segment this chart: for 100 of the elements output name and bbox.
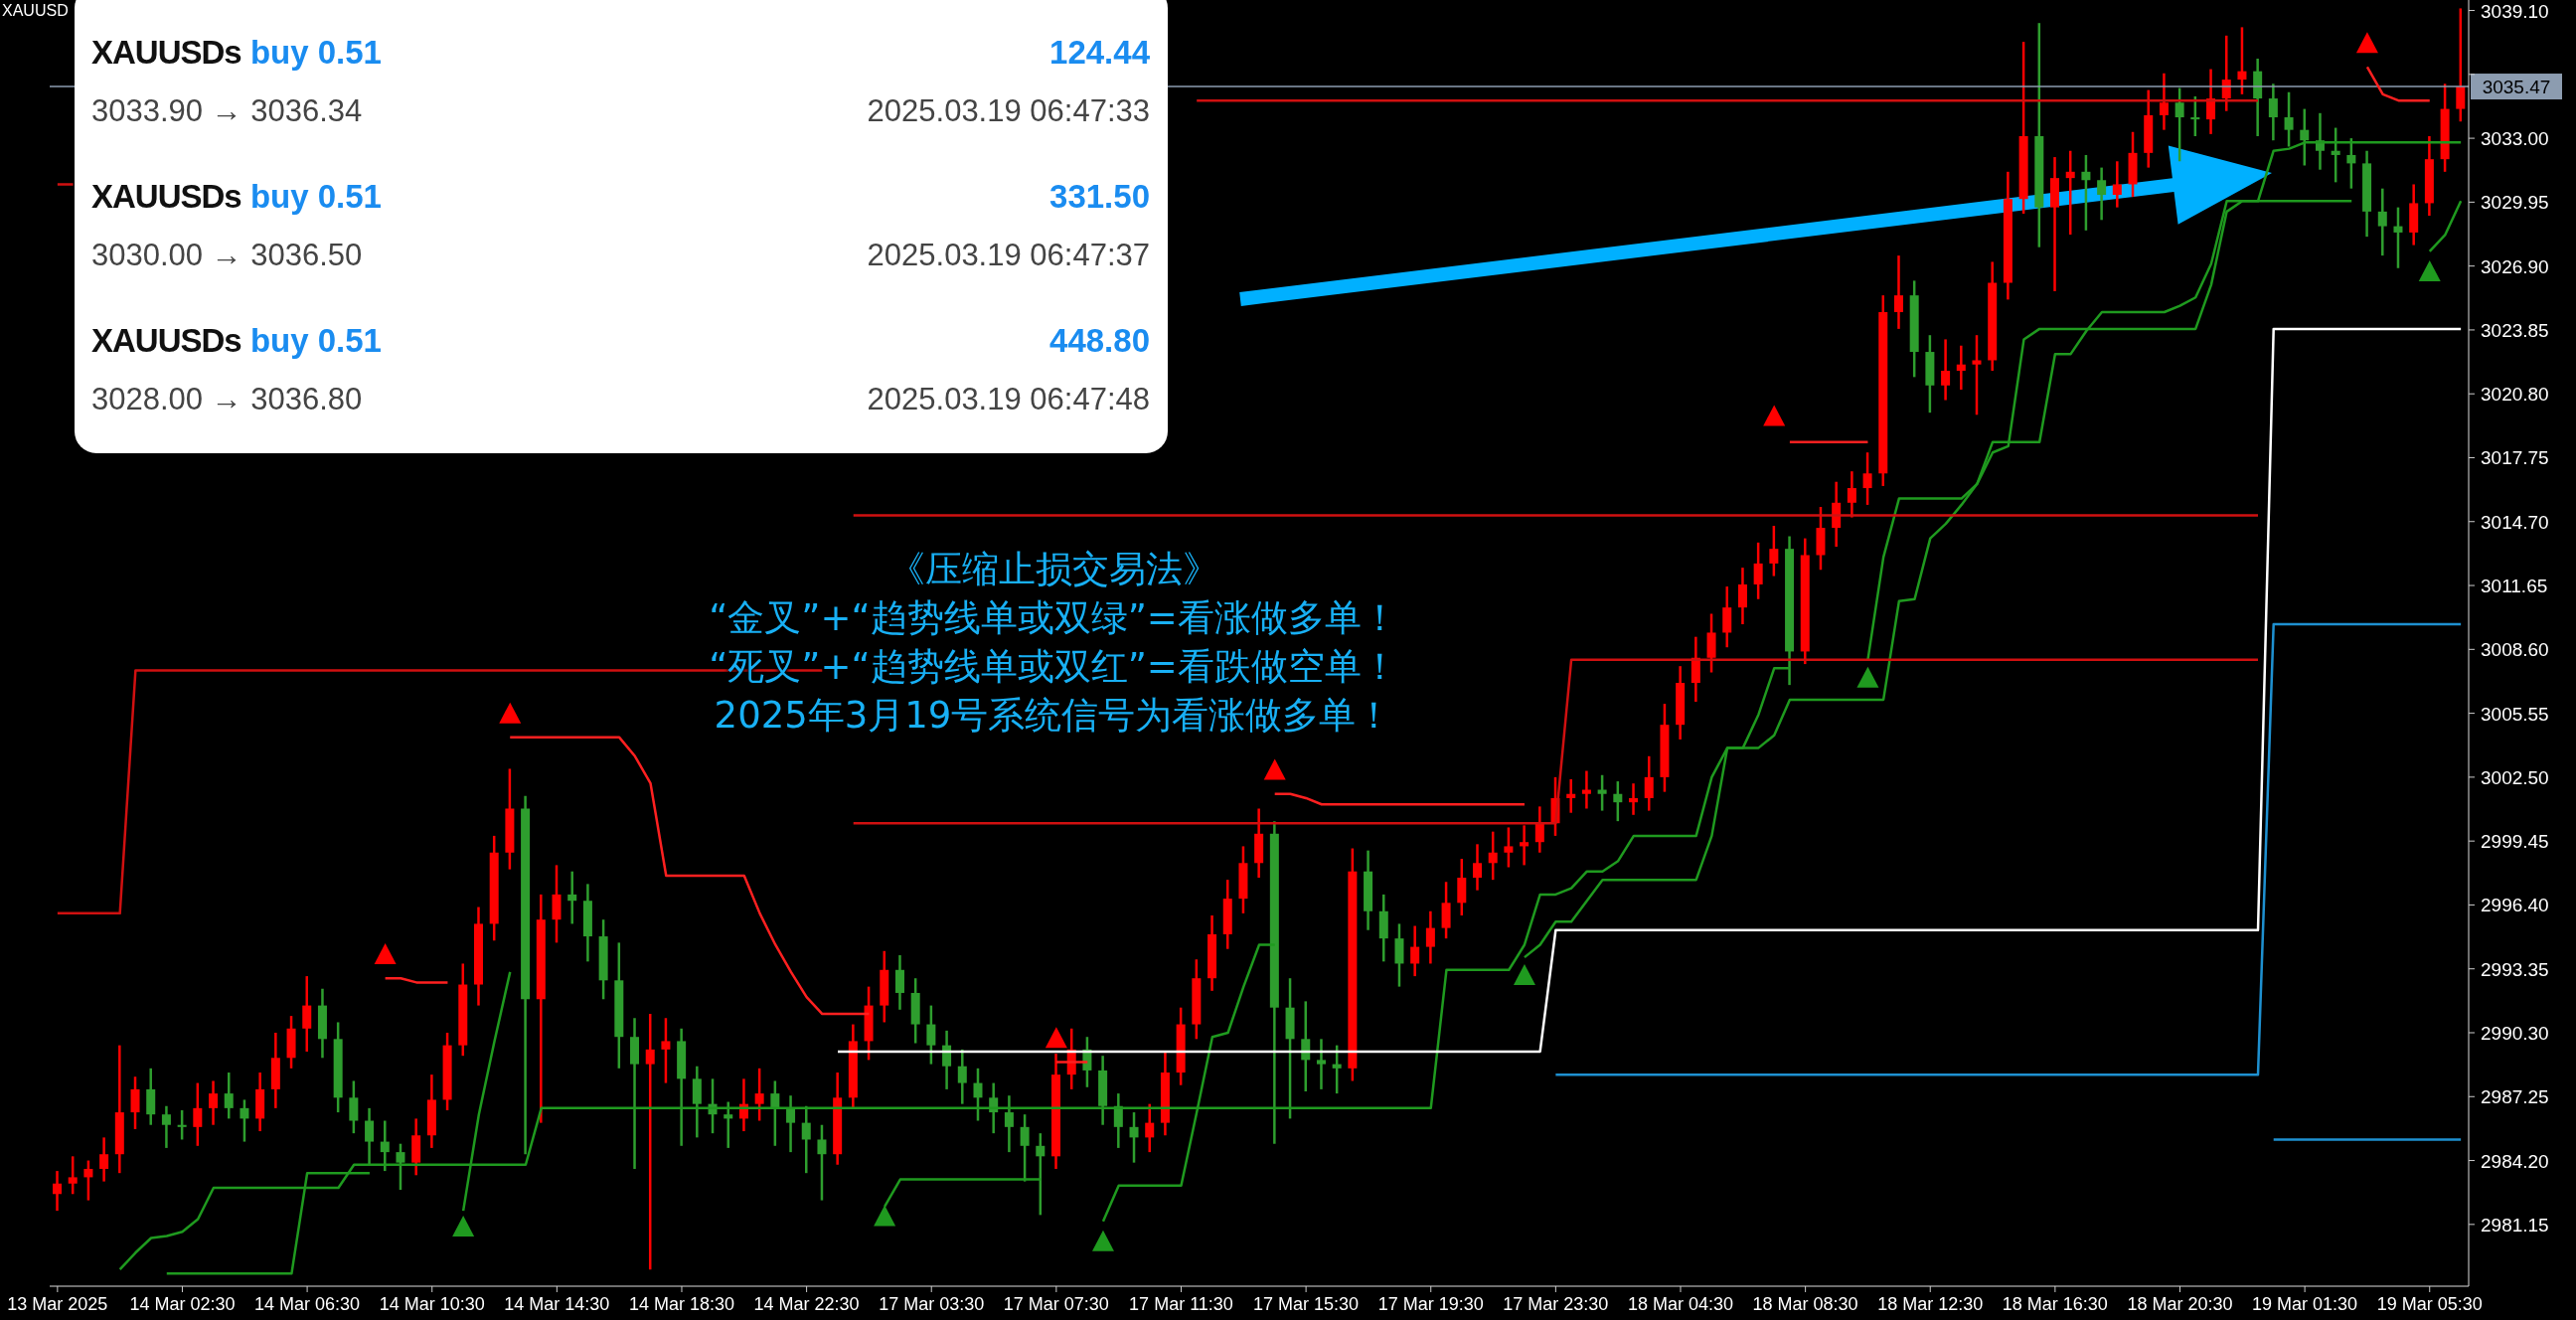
candlestick: [1753, 541, 1763, 600]
candlestick: [1113, 1091, 1123, 1150]
candlestick: [973, 1067, 983, 1122]
x-tick-label: 14 Mar 18:30: [628, 1294, 735, 1314]
y-tick-label: 3029.95: [2481, 192, 2549, 214]
annotation: XAUUSDs: [91, 34, 242, 71]
candlestick: [1004, 1093, 1014, 1154]
y-tick-label: 2996.40: [2481, 895, 2549, 916]
candlestick: [2284, 90, 2294, 148]
x-tick-label: 14 Mar 06:30: [254, 1294, 361, 1314]
candlestick: [1316, 1038, 1326, 1091]
candlestick: [1534, 805, 1544, 854]
y-tick-label: 3039.10: [2481, 0, 2549, 22]
point: [1045, 1027, 1067, 1049]
point: [499, 702, 522, 724]
candlestick: [1941, 338, 1951, 402]
candlestick: [2237, 26, 2247, 96]
x-tick-label: 17 Mar 03:30: [879, 1294, 985, 1314]
candlestick: [193, 1081, 203, 1148]
annotation: 2025.03.19 06:47:33: [867, 93, 1150, 129]
candlestick: [1425, 909, 1435, 965]
annotation: “金叉”+“趋势线单或双绿”=看涨做多单！: [708, 595, 1399, 641]
candlestick: [1332, 1044, 1342, 1095]
candlestick: [1972, 333, 1982, 416]
candlestick: [68, 1155, 78, 1196]
point: [874, 1205, 896, 1227]
annotation: 2025.03.19 06:47:37: [867, 238, 1150, 273]
candlestick: [1613, 779, 1623, 823]
annotation: 3030.00 → 3036.50: [91, 238, 363, 273]
candlestick: [2206, 68, 2216, 136]
point: [452, 1215, 475, 1237]
annotation: 2025.03.19 06:47:48: [867, 382, 1150, 417]
candlestick: [2081, 153, 2091, 233]
annotation: buy 0.51: [248, 178, 382, 215]
y-tick-label: 2984.20: [2481, 1150, 2549, 1172]
x-tick-label: 14 Mar 22:30: [753, 1294, 860, 1314]
candlestick: [1629, 781, 1639, 817]
x-tick-label: 17 Mar 19:30: [1377, 1294, 1484, 1314]
candlestick: [1145, 1102, 1155, 1154]
candlestick: [926, 1004, 936, 1066]
candlestick: [380, 1119, 390, 1173]
y-tick-label: 3023.85: [2481, 319, 2549, 341]
y-tick-label: 3026.90: [2481, 255, 2549, 277]
candlestick: [53, 1169, 62, 1213]
x-tick-label: 14 Mar 10:30: [379, 1294, 485, 1314]
candlestick: [1520, 824, 1530, 867]
candlestick: [1847, 469, 1856, 519]
y-tick-label: 3017.75: [2481, 447, 2549, 469]
candlestick: [2377, 187, 2387, 257]
candlestick: [161, 1104, 171, 1150]
candlestick: [645, 1012, 655, 1271]
candlestick: [2159, 72, 2169, 131]
point: [1513, 964, 1535, 986]
candlestick: [1644, 754, 1654, 812]
y-tick-label: 2990.30: [2481, 1022, 2549, 1044]
candlestick: [1472, 843, 1482, 892]
y-tick-label: 3008.60: [2481, 639, 2549, 661]
candlestick: [661, 1016, 671, 1084]
candlestick: [817, 1123, 827, 1202]
x-tick-label: 18 Mar 20:30: [2127, 1294, 2233, 1314]
y-tick-label: 3014.70: [2481, 511, 2549, 533]
candlestick: [1566, 777, 1576, 814]
candlestick: [2393, 206, 2403, 270]
ref-line-label: 3035.47: [2482, 77, 2551, 98]
x-tick-label: 18 Mar 04:30: [1627, 1294, 1734, 1314]
x-tick-label: 17 Mar 23:30: [1503, 1294, 1609, 1314]
candlestick: [1862, 450, 1872, 507]
annotation: XAUUSDs: [91, 178, 242, 215]
candlestick: [754, 1067, 764, 1122]
point: [2355, 32, 2378, 54]
candlestick: [1129, 1110, 1139, 1164]
y-tick-label: 3033.00: [2481, 128, 2549, 150]
y-tick-label: 2987.25: [2481, 1086, 2549, 1108]
candlestick: [1020, 1112, 1030, 1183]
candlestick: [224, 1071, 234, 1120]
annotation: buy 0.51: [248, 322, 382, 359]
candlestick: [1301, 1000, 1311, 1093]
point: [1263, 758, 1286, 780]
y-tick-label: 2999.45: [2481, 831, 2549, 853]
candlestick: [209, 1079, 219, 1126]
annotation: 124.44: [1049, 34, 1150, 72]
candlestick: [83, 1159, 93, 1202]
candlestick: [1581, 769, 1591, 810]
annotation: 3028.00 → 3036.80: [91, 382, 363, 417]
x-tick-label: 17 Mar 15:30: [1253, 1294, 1360, 1314]
candlestick: [130, 1075, 140, 1131]
point: [1091, 1230, 1114, 1251]
candlestick: [1769, 524, 1779, 578]
candlestick: [1597, 773, 1607, 812]
candlestick: [2065, 149, 2075, 237]
y-tick-label: 3011.65: [2481, 576, 2548, 597]
candlestick: [2112, 160, 2122, 209]
y-tick-label: 3002.50: [2481, 766, 2549, 788]
annotation: XAUUSDs: [91, 322, 242, 359]
candlestick: [724, 1100, 733, 1150]
candlestick: [786, 1093, 796, 1154]
candlestick: [1410, 924, 1420, 978]
candlestick: [1488, 830, 1498, 882]
y-tick-label: 2981.15: [2481, 1214, 2549, 1236]
point: [374, 943, 397, 965]
